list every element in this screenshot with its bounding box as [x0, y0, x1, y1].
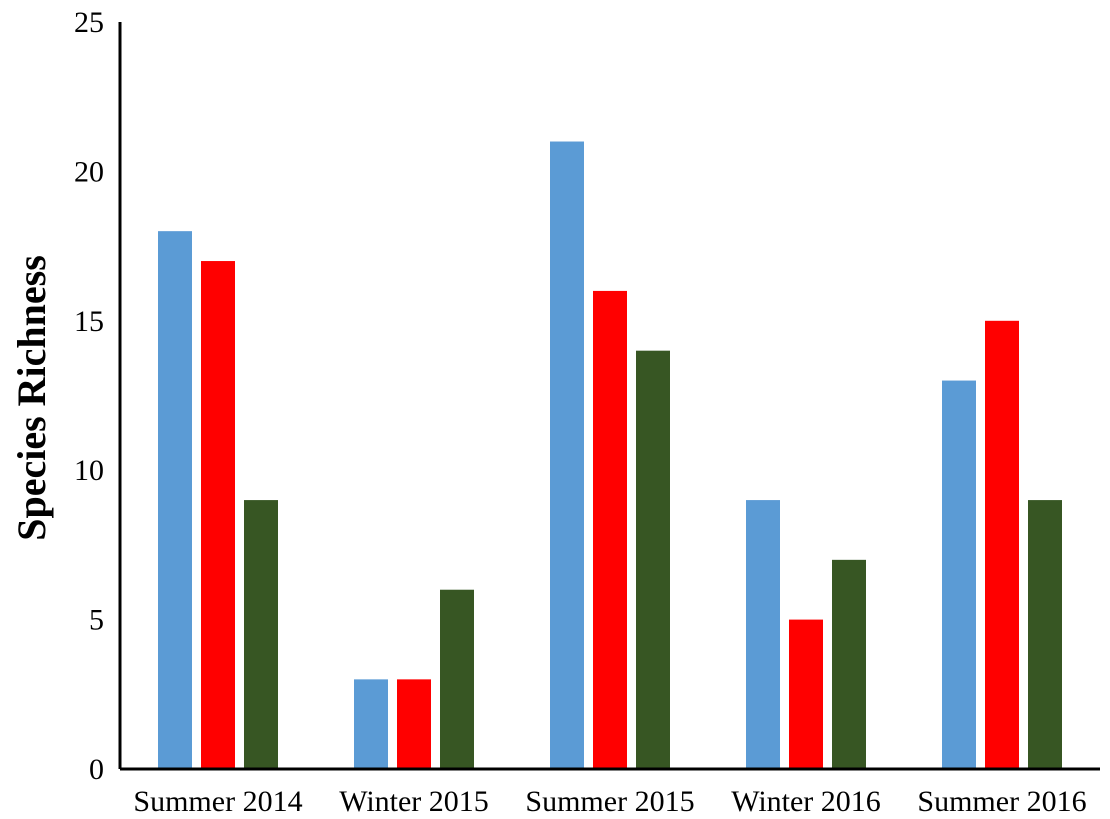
y-tick-label: 10 [74, 454, 104, 487]
bar [354, 679, 388, 769]
x-category-label: Winter 2016 [731, 785, 881, 818]
bar [832, 559, 866, 769]
bar [550, 141, 584, 769]
bar [985, 320, 1019, 769]
y-tick-label: 25 [74, 6, 104, 39]
x-category-label: Summer 2014 [133, 785, 302, 818]
bar [244, 500, 278, 769]
bar [942, 380, 976, 769]
y-tick-label: 5 [89, 604, 104, 637]
bar [440, 589, 474, 769]
y-axis-title: Species Richness [9, 255, 54, 541]
x-category-label: Summer 2016 [917, 785, 1086, 818]
axes-layer [118, 22, 1100, 771]
y-tick-label: 15 [74, 305, 104, 338]
bar [158, 231, 192, 769]
bar [1028, 500, 1062, 769]
x-category-label: Winter 2015 [339, 785, 489, 818]
x-category-label: Summer 2015 [525, 785, 694, 818]
bar [746, 500, 780, 769]
bar [201, 261, 235, 769]
y-tick-labels: 0 5 10 15 20 25 [74, 6, 104, 786]
x-category-labels: Summer 2014 Winter 2015 Summer 2015 Winter … [133, 785, 1086, 818]
bar [397, 679, 431, 769]
y-tick-label: 20 [74, 155, 104, 188]
bar [593, 290, 627, 769]
bar [636, 350, 670, 769]
y-tick-label: 0 [89, 753, 104, 786]
bar [789, 619, 823, 769]
bars-layer [158, 141, 1062, 769]
